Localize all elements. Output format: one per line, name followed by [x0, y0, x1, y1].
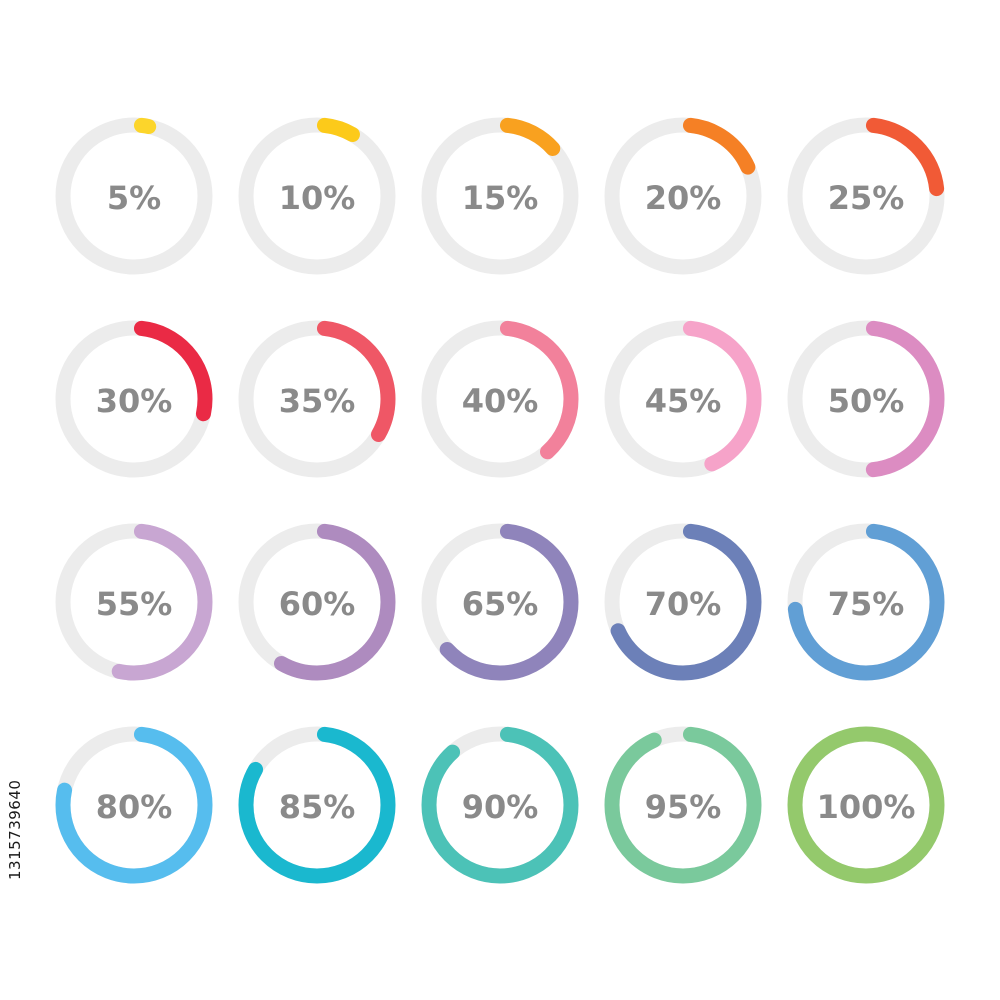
- ring-progress-arc: [55, 320, 213, 478]
- ring-progress-arc: [55, 726, 213, 884]
- ring-progress-arc: [787, 117, 945, 275]
- progress-ring-60: 60%: [238, 523, 396, 681]
- ring-percent-label: 10%: [279, 179, 356, 217]
- ring-progress-arc: [55, 117, 213, 275]
- ring-percent-label: 55%: [96, 585, 173, 623]
- ring-percent-label: 75%: [828, 585, 905, 623]
- ring-percent-label: 70%: [645, 585, 722, 623]
- ring-percent-label: 15%: [462, 179, 539, 217]
- ring-percent-label: 50%: [828, 382, 905, 420]
- ring-percent-label: 45%: [645, 382, 722, 420]
- progress-ring-30: 30%: [55, 320, 213, 478]
- ring-progress-arc: [421, 523, 579, 681]
- ring-progress-arc: [787, 726, 945, 884]
- ring-progress-arc: [238, 523, 396, 681]
- ring-progress-arc: [787, 320, 945, 478]
- progress-ring-70: 70%: [604, 523, 762, 681]
- ring-percent-label: 95%: [645, 788, 722, 826]
- ring-percent-label: 30%: [96, 382, 173, 420]
- progress-ring-50: 50%: [787, 320, 945, 478]
- ring-percent-label: 100%: [817, 788, 916, 826]
- ring-progress-arc: [238, 320, 396, 478]
- progress-ring-25: 25%: [787, 117, 945, 275]
- ring-progress-arc: [238, 726, 396, 884]
- ring-progress-arc: [55, 523, 213, 681]
- progress-ring-15: 15%: [421, 117, 579, 275]
- progress-ring-35: 35%: [238, 320, 396, 478]
- ring-percent-label: 25%: [828, 179, 905, 217]
- stock-id-text: 1315739640: [6, 779, 24, 881]
- ring-percent-label: 20%: [645, 179, 722, 217]
- ring-percent-label: 65%: [462, 585, 539, 623]
- progress-ring-65: 65%: [421, 523, 579, 681]
- progress-ring-55: 55%: [55, 523, 213, 681]
- progress-ring-10: 10%: [238, 117, 396, 275]
- progress-ring-85: 85%: [238, 726, 396, 884]
- ring-progress-arc: [421, 726, 579, 884]
- progress-ring-40: 40%: [421, 320, 579, 478]
- ring-progress-arc: [421, 117, 579, 275]
- progress-ring-80: 80%: [55, 726, 213, 884]
- progress-ring-45: 45%: [604, 320, 762, 478]
- ring-progress-arc: [604, 117, 762, 275]
- progress-ring-5: 5%: [55, 117, 213, 275]
- ring-percent-label: 5%: [107, 179, 161, 217]
- progress-ring-20: 20%: [604, 117, 762, 275]
- progress-ring-90: 90%: [421, 726, 579, 884]
- ring-percent-label: 90%: [462, 788, 539, 826]
- ring-progress-arc: [604, 726, 762, 884]
- ring-percent-label: 85%: [279, 788, 356, 826]
- ring-percent-label: 40%: [462, 382, 539, 420]
- ring-progress-arc: [604, 523, 762, 681]
- progress-ring-95: 95%: [604, 726, 762, 884]
- ring-progress-arc: [787, 523, 945, 681]
- ring-percent-label: 60%: [279, 585, 356, 623]
- ring-progress-arc: [421, 320, 579, 478]
- ring-progress-arc: [238, 117, 396, 275]
- progress-ring-75: 75%: [787, 523, 945, 681]
- progress-ring-100: 100%: [787, 726, 945, 884]
- ring-percent-label: 35%: [279, 382, 356, 420]
- ring-percent-label: 80%: [96, 788, 173, 826]
- ring-progress-arc: [604, 320, 762, 478]
